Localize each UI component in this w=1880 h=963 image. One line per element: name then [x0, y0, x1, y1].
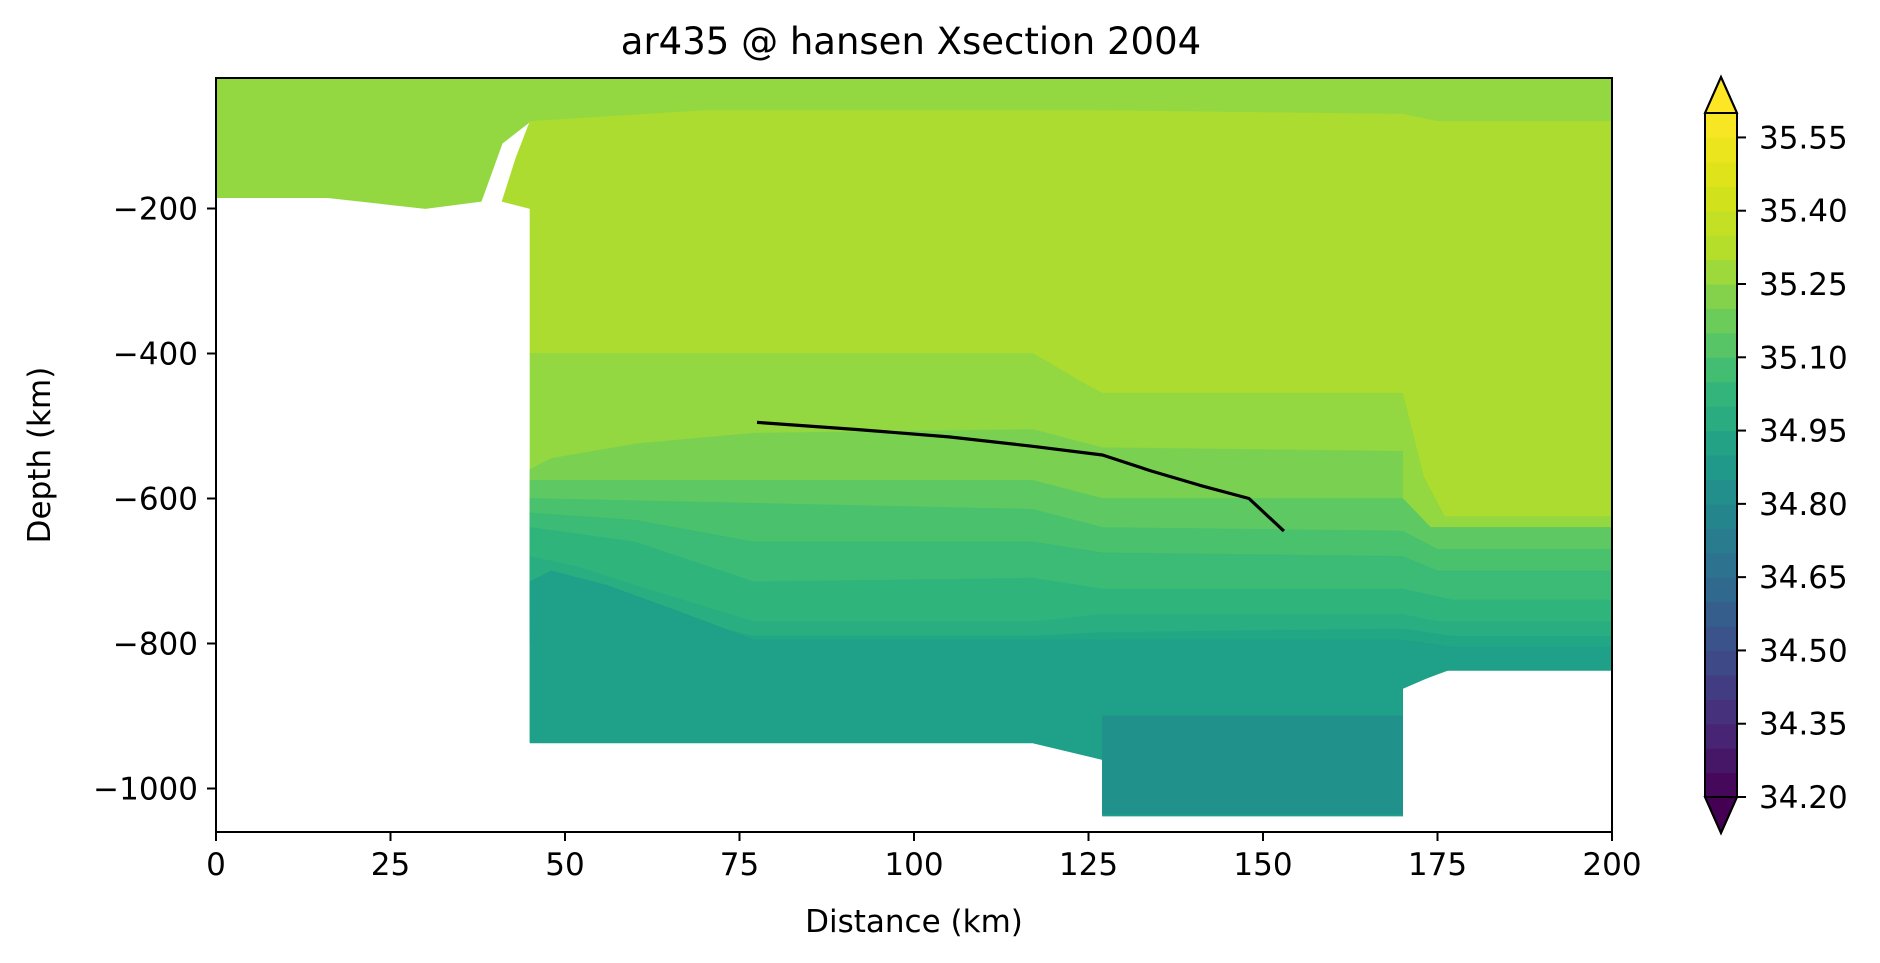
y-tick-label-2: −600: [113, 482, 198, 518]
colorbar-tick-label-4: 34.80: [1759, 487, 1848, 523]
x-tick-label-7: 175: [1408, 847, 1467, 883]
contour-band-11: [1102, 715, 1403, 815]
colorbar-level-0: [1705, 772, 1737, 798]
y-tick-label-4: −1000: [93, 772, 198, 808]
x-tick-label-1: 25: [371, 847, 410, 883]
colorbar-tick-label-8: 35.40: [1759, 194, 1848, 230]
colorbar-level-16: [1705, 381, 1737, 407]
x-tick-label-3: 75: [720, 847, 759, 883]
x-axis: 0 25 50 75 100 125 150 175 200: [206, 832, 1642, 883]
x-tick-label-4: 100: [884, 847, 943, 883]
colorbar-level-21: [1705, 259, 1737, 285]
colorbar-tick-label-3: 34.65: [1759, 560, 1848, 596]
colorbar-tick-label-1: 34.35: [1759, 707, 1848, 743]
contour-fill-layer: [216, 78, 1612, 817]
colorbar-level-20: [1705, 284, 1737, 310]
colorbar-level-26: [1705, 137, 1737, 163]
colorbar-level-18: [1705, 332, 1737, 358]
colorbar-extend-max: [1703, 74, 1739, 114]
y-tick-label-1: −400: [113, 337, 198, 373]
colorbar-level-1: [1705, 748, 1737, 774]
colorbar-tick-label-2: 34.50: [1759, 633, 1848, 669]
colorbar-level-10: [1705, 528, 1737, 554]
colorbar-tick-label-7: 35.25: [1759, 267, 1848, 303]
y-tick-label-3: −800: [113, 627, 198, 663]
colorbar-level-7: [1705, 601, 1737, 627]
colorbar-tick-label-6: 35.10: [1759, 340, 1848, 376]
y-axis: −200 −400 −600 −800 −1000: [93, 192, 216, 808]
colorbar-level-22: [1705, 235, 1737, 261]
colorbar-level-2: [1705, 723, 1737, 749]
x-tick-label-2: 50: [545, 847, 584, 883]
colorbar-level-13: [1705, 455, 1737, 481]
colorbar-tick-label-5: 34.95: [1759, 414, 1848, 450]
colorbar: 34.20 34.35 34.50 34.65 34.80 34.95 35.10 35.25…: [1703, 74, 1848, 836]
colorbar-level-23: [1705, 210, 1737, 236]
colorbar-tick-label-9: 35.55: [1759, 120, 1848, 156]
line-layer: [756, 420, 1285, 533]
plot-area: [215, 77, 1613, 833]
y-axis-label: Depth (km): [22, 367, 58, 544]
y-tick-label-0: −200: [113, 192, 198, 228]
colorbar-level-24: [1705, 186, 1737, 212]
colorbar-level-3: [1705, 699, 1737, 725]
colorbar-level-8: [1705, 577, 1737, 603]
colorbar-level-6: [1705, 626, 1737, 652]
x-tick-label-0: 0: [206, 847, 226, 883]
x-tick-label-6: 150: [1233, 847, 1292, 883]
colorbar-level-19: [1705, 308, 1737, 334]
colorbar-level-25: [1705, 161, 1737, 187]
line-series-0: [756, 420, 1285, 533]
colorbar-level-9: [1705, 552, 1737, 578]
x-tick-label-8: 200: [1582, 847, 1641, 883]
x-tick-label-5: 125: [1059, 847, 1118, 883]
chart-title: ar435 @ hansen Xsection 2004: [621, 20, 1201, 63]
colorbar-level-14: [1705, 430, 1737, 456]
colorbar-tick-label-0: 34.20: [1759, 780, 1848, 816]
colorbar-level-27: [1705, 113, 1737, 139]
colorbar-level-15: [1705, 406, 1737, 432]
colorbar-level-11: [1705, 503, 1737, 529]
x-axis-label: Distance (km): [805, 904, 1023, 940]
colorbar-level-5: [1705, 650, 1737, 676]
colorbar-level-12: [1705, 479, 1737, 505]
colorbar-extend-min: [1703, 796, 1739, 836]
colorbar-level-17: [1705, 357, 1737, 383]
colorbar-level-4: [1705, 674, 1737, 700]
